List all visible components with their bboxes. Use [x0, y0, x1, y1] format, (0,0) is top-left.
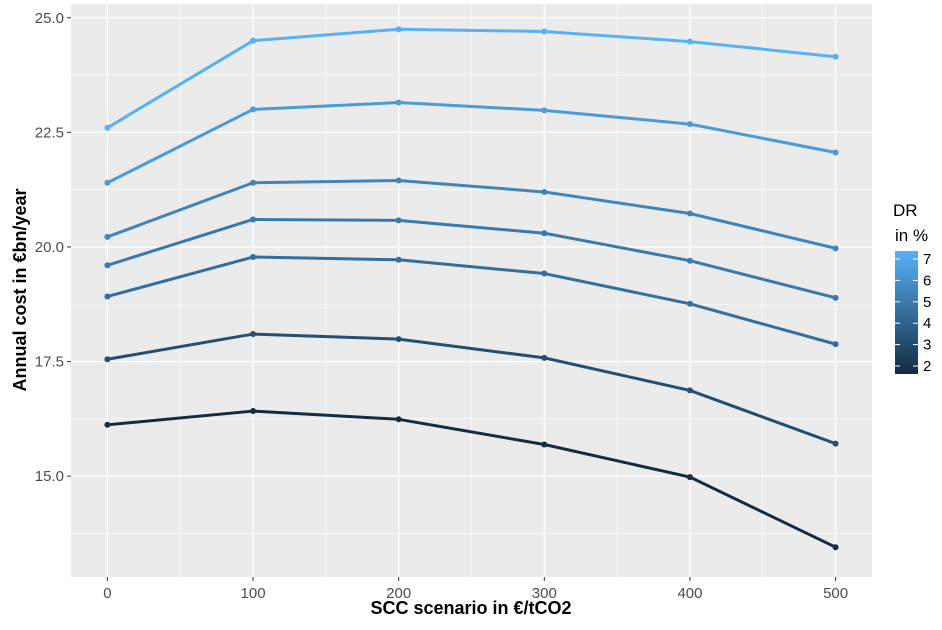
legend-ticks: 7 6 5 4 3 2	[895, 251, 931, 375]
legend-label: 4	[923, 315, 931, 332]
series-point	[395, 217, 402, 224]
legend-label: 6	[923, 272, 931, 289]
series-point	[250, 216, 257, 223]
legend-label: 3	[923, 337, 931, 354]
series-point	[541, 441, 548, 448]
series-line	[106, 178, 836, 250]
series-dr-5	[104, 177, 839, 252]
legend-title-line1: DR	[893, 201, 918, 220]
series-point	[686, 257, 693, 264]
series-point	[250, 331, 257, 338]
series-line	[106, 27, 836, 130]
series-line	[107, 332, 837, 446]
y-tick-label: 17.5	[35, 354, 64, 371]
series-point	[104, 356, 111, 363]
series-point	[395, 256, 402, 263]
series-point	[395, 26, 402, 33]
series-dr-3	[104, 331, 839, 447]
series-point	[832, 544, 839, 551]
grid-minor	[71, 4, 872, 577]
x-tick-label: 0	[103, 585, 111, 602]
series-point	[250, 254, 257, 261]
series-layer	[104, 26, 839, 551]
series-point	[541, 354, 548, 361]
legend: DR in % 7 6 5 4 3 2	[893, 201, 931, 375]
series-dr-7	[104, 26, 839, 131]
series-dr-4-5	[104, 216, 839, 301]
series-point	[832, 440, 839, 447]
y-tick-label: 22.5	[35, 124, 64, 141]
series-point	[832, 294, 839, 301]
series-point	[686, 121, 693, 128]
series-point	[104, 293, 111, 300]
series-point	[686, 210, 693, 217]
series-dr-6	[104, 99, 839, 186]
series-point	[395, 416, 402, 423]
series-point	[395, 336, 402, 343]
series-point	[104, 233, 111, 240]
legend-label: 2	[923, 358, 931, 375]
series-point	[104, 421, 111, 428]
y-tick-label: 20.0	[35, 239, 64, 256]
x-tick-label: 300	[532, 585, 557, 602]
series-point	[104, 262, 111, 269]
legend-label: 7	[923, 251, 931, 268]
x-tick-label: 400	[677, 585, 702, 602]
series-line	[106, 101, 836, 185]
series-point	[541, 270, 548, 277]
series-point	[104, 179, 111, 186]
x-tick-label: 200	[386, 585, 411, 602]
series-point	[104, 124, 111, 131]
series-point	[395, 177, 402, 184]
x-axis-title: SCC scenario in €/tCO2	[370, 598, 571, 618]
y-axis-title: Annual cost in €bn/year	[10, 188, 30, 391]
series-point	[686, 38, 693, 45]
series-line	[107, 255, 836, 346]
series-point	[250, 37, 257, 44]
series-point	[250, 106, 257, 113]
y-tick-label: 15.0	[35, 468, 64, 485]
series-point	[395, 99, 402, 106]
series-point	[832, 341, 839, 348]
legend-colorbar	[895, 251, 918, 374]
series-point	[250, 179, 257, 186]
series-point	[541, 107, 548, 114]
axes-layer: 0 100 200 300 400 500 15.0 17.5 20.0 22.5 25.0	[35, 10, 848, 602]
x-tick-label: 100	[241, 585, 266, 602]
series-point	[686, 387, 693, 394]
series-dr-2	[104, 408, 839, 551]
series-dr-4	[104, 254, 839, 348]
series-point	[686, 300, 693, 307]
series-point	[686, 474, 693, 481]
series-point	[832, 245, 839, 252]
legend-label: 5	[923, 294, 931, 311]
series-point	[832, 53, 839, 60]
legend-title-line2: in %	[895, 226, 928, 245]
y-tick-label: 25.0	[35, 10, 64, 27]
x-tick-label: 500	[823, 585, 848, 602]
series-point	[541, 188, 548, 195]
series-line	[106, 217, 836, 300]
series-point	[832, 149, 839, 156]
series-point	[541, 230, 548, 237]
series-point	[541, 28, 548, 35]
series-line	[107, 409, 837, 549]
series-point	[250, 408, 257, 415]
